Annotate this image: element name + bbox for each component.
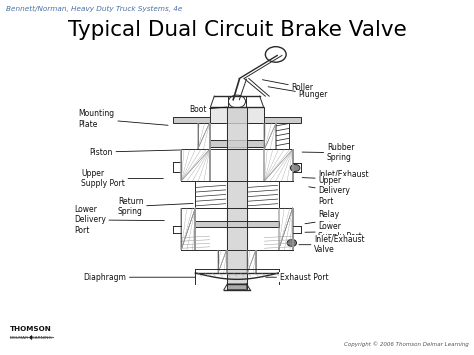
Text: Roller: Roller: [263, 80, 313, 92]
Text: Bennett/Norman, Heavy Duty Truck Systems, 4e: Bennett/Norman, Heavy Duty Truck Systems…: [6, 6, 183, 12]
Text: Lower
Supply Port: Lower Supply Port: [305, 222, 362, 241]
Text: THOMSON: THOMSON: [10, 326, 52, 332]
Text: Upper
Supply Port: Upper Supply Port: [81, 169, 164, 188]
Text: Typical Dual Circuit Brake Valve: Typical Dual Circuit Brake Valve: [68, 20, 406, 40]
Text: Inlet/Exhaust
Valve: Inlet/Exhaust Valve: [299, 235, 365, 255]
Text: Piston: Piston: [90, 148, 180, 157]
Bar: [173, 118, 301, 123]
Text: Exhaust Port: Exhaust Port: [266, 273, 328, 282]
Text: Rubber
Spring: Rubber Spring: [302, 143, 354, 163]
Text: Mounting
Plate: Mounting Plate: [79, 109, 168, 129]
FancyBboxPatch shape: [228, 284, 246, 290]
Text: Inlet/Exhaust
Valve: Inlet/Exhaust Valve: [302, 170, 369, 189]
Text: DELMAR LEARNING: DELMAR LEARNING: [10, 336, 52, 340]
Text: Copyright © 2006 Thomson Delmar Learning: Copyright © 2006 Thomson Delmar Learning: [344, 341, 469, 346]
Bar: [210, 107, 264, 123]
Text: Diaphragm: Diaphragm: [83, 273, 195, 282]
Bar: [210, 140, 264, 147]
Text: Upper
Delivery
Port: Upper Delivery Port: [309, 176, 350, 206]
Text: Boot: Boot: [189, 105, 227, 114]
Circle shape: [291, 164, 300, 171]
Text: Lower
Delivery
Port: Lower Delivery Port: [74, 205, 164, 235]
Text: Relay
Piston: Relay Piston: [305, 210, 342, 230]
Circle shape: [287, 239, 297, 246]
Text: Return
Spring: Return Spring: [118, 197, 193, 216]
Bar: [195, 221, 279, 227]
Text: Plunger: Plunger: [268, 87, 328, 99]
